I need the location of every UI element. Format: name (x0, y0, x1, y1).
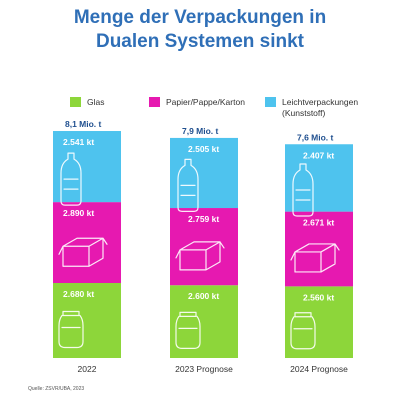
bottle-icon-path (60, 152, 82, 206)
category-label-2: 2023 Prognose (175, 364, 233, 374)
total-label-2: 7,9 Mio. t (182, 126, 219, 136)
box-icon-path (290, 243, 340, 273)
box-icon (175, 241, 225, 271)
bottle-icon-path (177, 158, 199, 212)
jar-icon-path (58, 310, 84, 349)
total-label-1: 8,1 Mio. t (65, 119, 102, 129)
data-label-1-1: 2.680 kt (63, 289, 94, 299)
data-label-3-3: 2.407 kt (303, 150, 334, 160)
box-icon-path (175, 241, 225, 271)
data-label-2-2: 2.759 kt (188, 214, 219, 224)
bottle-icon (60, 152, 82, 206)
bar-segment-2-1 (53, 202, 121, 283)
bar-segment-2-3 (285, 211, 353, 287)
jar-icon-path (175, 311, 201, 349)
legend-label-glas: Glas (87, 97, 105, 107)
legend-swatch-glas (70, 97, 81, 107)
data-label-2-3: 2.671 kt (303, 218, 334, 228)
bar-segment-1-1 (53, 283, 121, 358)
bar-segment-2-2 (170, 208, 238, 286)
source-note: Quelle: ZSVR/UBA, 2023 (28, 386, 85, 392)
jar-icon-path (290, 312, 316, 350)
legend-label-leichtverpackungen: Leichtverpackungen (Kunststoff) (282, 97, 358, 119)
data-label-1-3: 2.560 kt (303, 292, 334, 302)
box-icon (58, 237, 108, 267)
box-icon-path (58, 237, 108, 267)
bottle-icon (292, 163, 314, 217)
box-icon (290, 243, 340, 273)
legend: Glas Papier/Pappe/Karton Leichtverpackun… (0, 97, 400, 127)
legend-swatch-papier (149, 97, 160, 107)
bar-segment-1-2 (170, 285, 238, 358)
bar-segment-3-1 (53, 131, 121, 203)
legend-label-papier: Papier/Pappe/Karton (166, 97, 245, 107)
legend-label-leicht-line1: Leichtverpackungen (282, 97, 359, 107)
bottle-icon (177, 158, 199, 212)
data-label-3-1: 2.541 kt (63, 137, 94, 147)
jar-icon (58, 310, 84, 349)
jar-icon (290, 312, 316, 350)
chart-title: Menge der Verpackungen in Dualen Systeme… (0, 6, 400, 54)
bar-segment-3-2 (170, 137, 238, 209)
legend-item-leichtverpackungen: Leichtverpackungen (Kunststoff) (265, 97, 358, 119)
legend-label-leicht-line2: (Kunststoff) (282, 108, 326, 118)
title-line-2: Dualen Systemen sinkt (95, 31, 305, 52)
legend-swatch-leichtverpackungen (265, 97, 276, 107)
total-label-3: 7,6 Mio. t (297, 132, 334, 142)
data-label-1-2: 2.600 kt (188, 291, 219, 301)
title-line-1: Menge der Verpackungen in (73, 7, 327, 28)
data-label-3-2: 2.505 kt (188, 144, 219, 154)
jar-icon (175, 311, 201, 349)
legend-item-glas: Glas (70, 97, 104, 108)
category-label-3: 2024 Prognose (290, 364, 348, 374)
category-label-1: 2022 (78, 364, 97, 374)
bottle-icon-path (292, 163, 314, 217)
legend-item-papier: Papier/Pappe/Karton (149, 97, 245, 108)
data-label-2-1: 2.890 kt (63, 208, 94, 218)
bar-segment-1-3 (285, 286, 353, 358)
